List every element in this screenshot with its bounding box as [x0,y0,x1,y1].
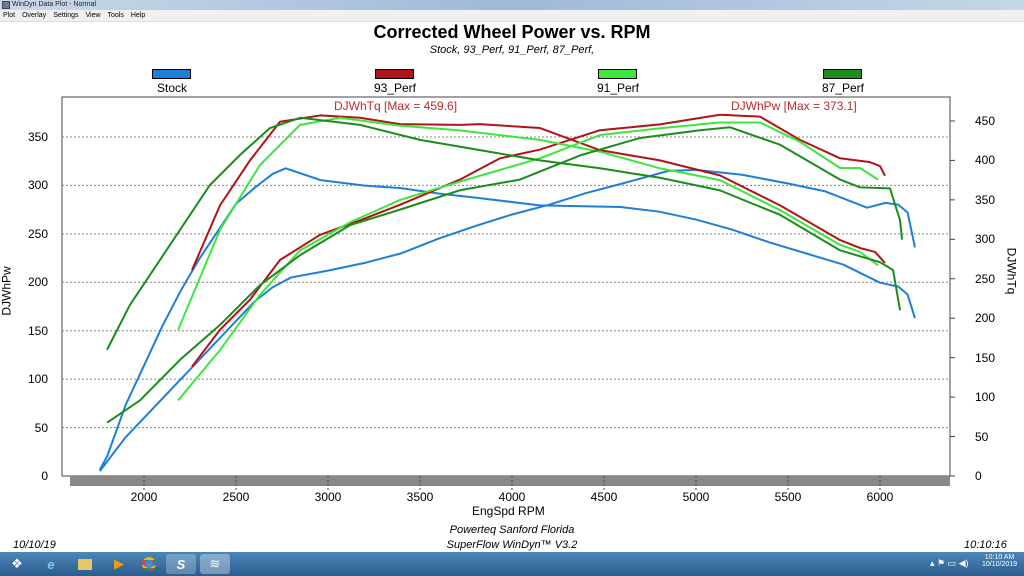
chart-subtitle: Stock, 93_Perf, 91_Perf, 87_Perf, [429,44,595,56]
menu-help[interactable]: Help [130,12,146,19]
y-tick-label: 250 [27,226,48,241]
x-tick-label: 2000 [130,490,158,504]
y2-tick-label: 250 [975,271,996,286]
window-title-bar: WinDyn Data Plot - Normal [0,0,1024,10]
y2-tick-label: 300 [975,232,996,247]
app-icon [2,1,10,9]
window-title: WinDyn Data Plot - Normal [12,1,97,8]
y-tick-label: 200 [27,275,48,290]
menu-view[interactable]: View [85,12,101,19]
explorer-button[interactable] [70,554,100,574]
legend-swatch-stock [152,69,191,79]
y-tick-label: 0 [41,469,48,483]
torque-max-annotation: DJWhTq [Max = 459.6] [334,99,458,113]
series-87_perf-power-line [106,126,904,424]
x-tick-label: 2500 [222,490,250,504]
windyn-button[interactable]: ≋ [200,554,230,574]
y2-tick-label: 350 [975,192,996,207]
y-axis-label: DJWhPw [0,266,14,316]
start-button[interactable]: ❖ [2,554,32,574]
footer-date: 10/10/19 [13,539,56,551]
x-axis-label: EngSpd RPM [472,504,545,518]
series-stock-power-line [99,168,916,472]
x-tick-label: 4500 [590,490,618,504]
legend-label-87: 87_Perf [821,81,865,95]
media-button[interactable]: ▶ [104,554,134,574]
footer-time: 10:10:16 [964,539,1007,551]
x-tick-label: 3000 [314,490,342,504]
chrome-button[interactable] [134,554,164,574]
menu-overlay[interactable]: Overlay [22,12,47,19]
x-tick-label: 4000 [498,490,526,504]
power-max-annotation: DJWhPw [Max = 373.1] [731,99,857,113]
x-tick-label: 3500 [406,490,434,504]
series-93_perf-power-line [191,113,886,368]
chart-title: Corrected Wheel Power vs. RPM [373,22,651,42]
footer-software: SuperFlow WinDyn™ V3.2 [446,539,578,551]
windyn-icon: ≋ [209,556,221,571]
windows-icon: ❖ [11,556,23,571]
y2-tick-label: 100 [975,390,996,405]
series-87_perf-torque-line [106,116,902,351]
menu-settings[interactable]: Settings [53,12,79,19]
legend-swatch-93 [375,69,414,79]
clock-time: 10:10 AM [984,554,1015,561]
y2-axis-label: DJWhTq [1004,247,1019,295]
legend-label-91: 91_Perf [596,81,640,95]
y2-tick-label: 450 [975,113,996,128]
folder-icon [78,558,92,570]
chrome-icon [142,557,156,571]
plot-frame [61,96,951,477]
ie-button[interactable]: e [36,554,66,574]
y2-tick-label: 200 [975,311,996,326]
superflow-button[interactable]: S [166,554,196,574]
series-91_perf-power-line [177,121,879,402]
legend-label-stock: Stock [156,81,187,95]
clock-date: 10/10/2019 [982,561,1018,568]
x-tick-label: 6000 [866,490,894,504]
legend-swatch-91 [598,69,637,79]
media-player-icon: ▶ [114,556,124,571]
y-tick-label: 150 [27,323,48,338]
series-91_perf-torque-line [177,116,879,331]
menu-tools[interactable]: Tools [107,12,124,19]
footer-shop: Powerteq Sanford Florida [449,524,575,536]
series-stock-torque-line [98,167,916,471]
x-tick-label: 5500 [774,490,802,504]
y-tick-label: 300 [27,178,48,193]
x-tick-label: 5000 [682,490,710,504]
x-axis-band [70,476,950,486]
y2-tick-label: 400 [975,153,996,168]
internet-explorer-icon: e [47,556,55,572]
tray-icons[interactable]: ▴ ⚑ ▭ ◀) [930,558,969,568]
y2-tick-label: 0 [975,469,982,483]
y-tick-label: 100 [27,372,48,387]
menu-bar: Plot Overlay Settings View Tools Help [0,10,1024,22]
legend-label-93: 93_Perf [373,81,417,95]
series-93_perf-torque-line [191,114,886,271]
y2-tick-label: 50 [975,429,989,444]
superflow-icon: S [176,556,186,572]
y2-tick-label: 150 [975,350,996,365]
taskbar: ❖ e ▶ S ≋ ▴ ⚑ ▭ ◀) 10:10 AM 10/10/2019 [0,552,1024,576]
menu-plot[interactable]: Plot [3,12,16,19]
y-tick-label: 50 [34,420,48,435]
tray-clock[interactable]: 10:10 AM 10/10/2019 [982,554,1017,568]
y-tick-label: 350 [27,129,48,144]
legend-swatch-87 [823,69,862,79]
